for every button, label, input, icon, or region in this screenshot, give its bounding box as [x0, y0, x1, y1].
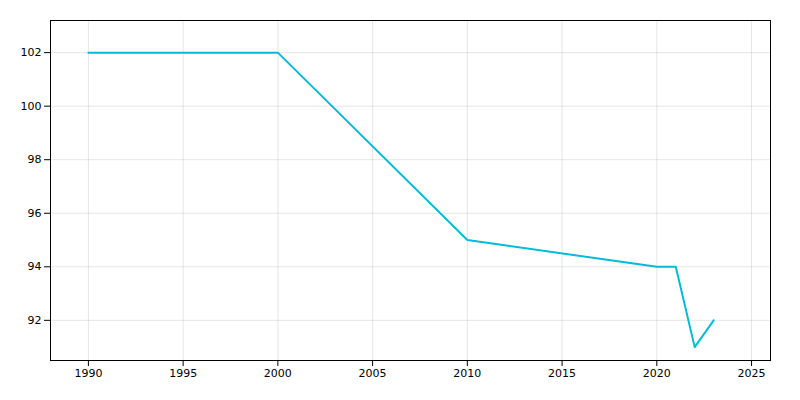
svg-text:92: 92 — [28, 314, 42, 327]
svg-text:2015: 2015 — [548, 367, 576, 380]
svg-text:102: 102 — [21, 46, 42, 59]
svg-text:1995: 1995 — [169, 367, 197, 380]
svg-text:2000: 2000 — [264, 367, 292, 380]
svg-text:2020: 2020 — [643, 367, 671, 380]
svg-text:94: 94 — [28, 260, 42, 273]
svg-text:2010: 2010 — [453, 367, 481, 380]
svg-text:96: 96 — [28, 207, 42, 220]
svg-text:98: 98 — [28, 153, 42, 166]
svg-text:2025: 2025 — [738, 367, 766, 380]
svg-text:1990: 1990 — [74, 367, 102, 380]
svg-text:2005: 2005 — [359, 367, 387, 380]
svg-text:100: 100 — [21, 100, 42, 113]
